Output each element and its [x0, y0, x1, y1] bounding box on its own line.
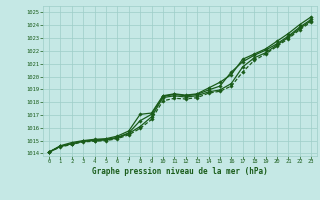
- X-axis label: Graphe pression niveau de la mer (hPa): Graphe pression niveau de la mer (hPa): [92, 167, 268, 176]
